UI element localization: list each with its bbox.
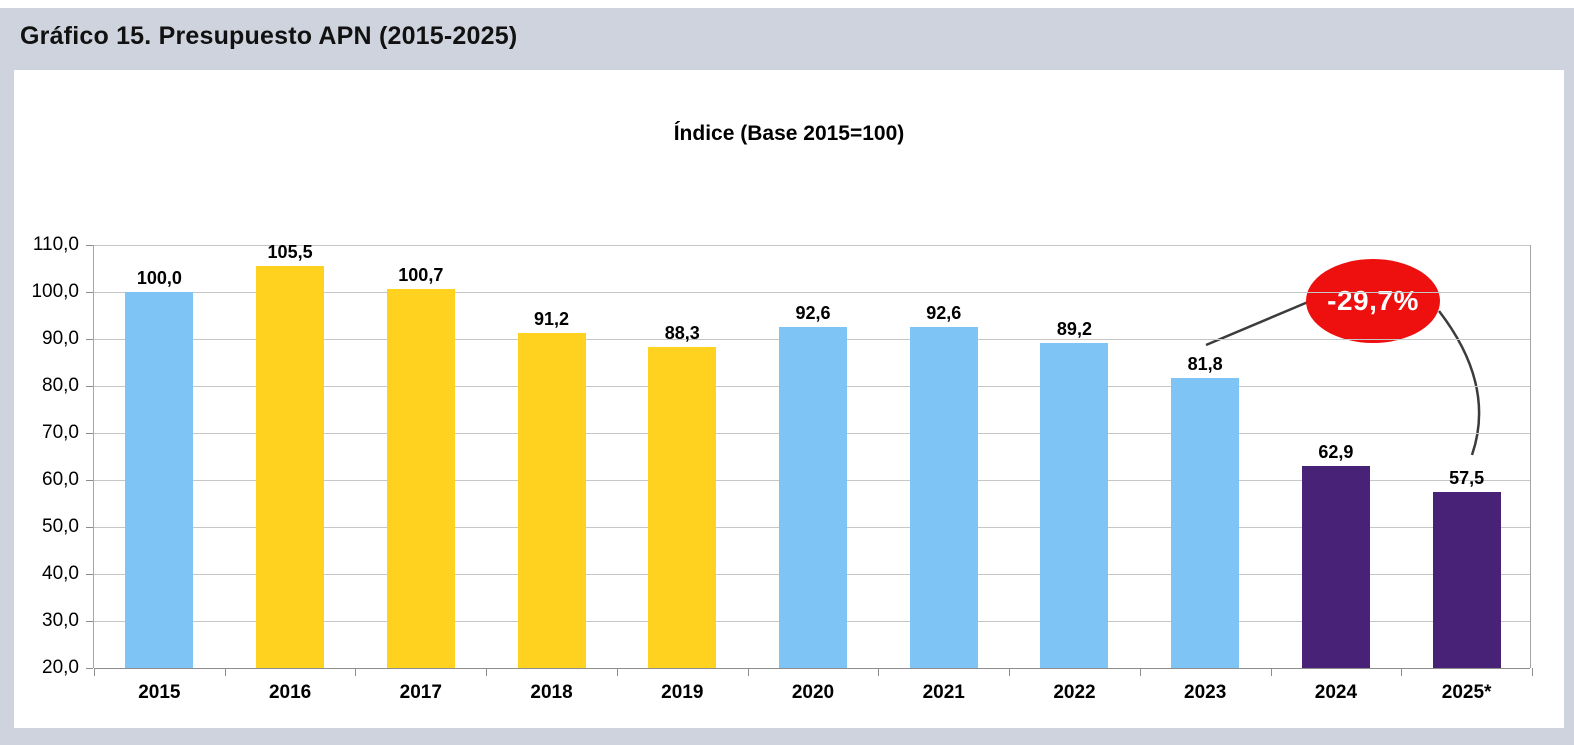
x-axis-label-2021: 2021 (922, 682, 965, 703)
x-axis-tick (878, 668, 880, 676)
gridline-20 (94, 668, 1530, 669)
x-axis-tick (1532, 668, 1533, 676)
y-axis-label: 80,0 (42, 375, 79, 396)
y-axis-label: 110,0 (32, 234, 79, 255)
x-axis-label-2018: 2018 (530, 682, 573, 703)
gridline-100 (94, 292, 1530, 293)
x-axis-label-2019: 2019 (661, 682, 704, 703)
bar-value-label-2019: 88,3 (664, 322, 700, 343)
y-axis-label: 60,0 (42, 469, 79, 490)
y-axis-label: 90,0 (42, 328, 79, 349)
bar-2015 (125, 292, 194, 668)
bar-2016 (256, 266, 325, 668)
x-axis-label-2022: 2022 (1053, 682, 1096, 703)
x-axis-tick (1270, 668, 1272, 676)
bar-value-label-2025: 57,5 (1449, 467, 1485, 488)
x-axis-tick (1009, 668, 1011, 676)
y-axis-tick-70 (86, 433, 93, 434)
x-axis-tick (486, 668, 488, 676)
x-axis-tick (224, 668, 226, 676)
x-axis-tick (355, 668, 357, 676)
x-axis-label-2023: 2023 (1184, 682, 1227, 703)
annotation-ellipse: -29,7% (1306, 259, 1440, 343)
y-axis-label: 100,0 (31, 281, 79, 302)
y-axis-tick-50 (86, 527, 93, 528)
y-axis-label: 50,0 (42, 516, 79, 537)
bar-2025 (1432, 491, 1501, 668)
chart-panel: Índice (Base 2015=100) -29,7% 110,0 100,0… (14, 70, 1564, 728)
y-axis-tick-110 (86, 245, 93, 246)
y-axis-tick-90 (86, 339, 93, 340)
bar-value-label-2020: 92,6 (795, 302, 831, 323)
x-axis-tick (94, 668, 95, 676)
bar-2023 (1171, 377, 1240, 668)
x-axis-label-2025: 2025* (1441, 682, 1492, 703)
bar-2024 (1301, 466, 1370, 668)
y-axis-tick-40 (86, 574, 93, 575)
x-axis-label-2015: 2015 (138, 682, 181, 703)
y-axis-label: 40,0 (42, 563, 79, 584)
x-axis-label-2016: 2016 (268, 682, 312, 703)
bar-value-label-2023: 81,8 (1187, 353, 1223, 374)
x-axis-tick (747, 668, 749, 676)
plot-area: -29,7% 110,0 100,0 90,0 80,0 70,0 60,0 50,0 40,… (31, 235, 1533, 703)
figure-title: Gráfico 15. Presupuesto APN (2015-2025) (20, 22, 518, 50)
chart-title: Índice (Base 2015=100) (673, 122, 905, 145)
bar-value-label-2021: 92,6 (926, 302, 962, 323)
bar-2022 (1040, 342, 1109, 668)
x-axis-label-2020: 2020 (791, 682, 835, 703)
bar-value-label-2018: 91,2 (534, 309, 570, 330)
bar-value-label-2022: 89,2 (1056, 318, 1092, 339)
bar-2019 (648, 346, 717, 668)
y-axis-label: 30,0 (42, 610, 79, 631)
x-axis-label-2024: 2024 (1314, 682, 1358, 703)
y-axis-tick-100 (86, 292, 93, 293)
figure-block: Gráfico 15. Presupuesto APN (2015-2025) … (0, 8, 1574, 745)
x-axis-tick (1401, 668, 1403, 676)
bar-2021 (909, 326, 978, 668)
x-axis-tick (616, 668, 618, 676)
y-axis-tick-20 (86, 668, 93, 669)
y-axis-label: 20,0 (42, 657, 79, 678)
bar-value-label-2017: 100,7 (398, 264, 444, 285)
bar-2018 (517, 333, 586, 668)
bar-value-label-2024: 62,9 (1318, 442, 1354, 463)
annotation-label: -29,7% (1327, 285, 1419, 316)
y-axis-tick-80 (86, 386, 93, 387)
y-axis-label: 70,0 (42, 422, 79, 443)
bar-2017 (386, 288, 455, 668)
y-axis-tick-30 (86, 621, 93, 622)
bar-value-label-2015: 100,0 (136, 268, 182, 288)
bar-2020 (779, 326, 847, 668)
bar-value-label-2016: 105,5 (267, 242, 313, 263)
x-axis-tick (1139, 668, 1141, 676)
y-axis-tick-60 (86, 480, 93, 481)
gridline-110 (94, 245, 1530, 246)
x-axis-label-2017: 2017 (399, 682, 442, 703)
